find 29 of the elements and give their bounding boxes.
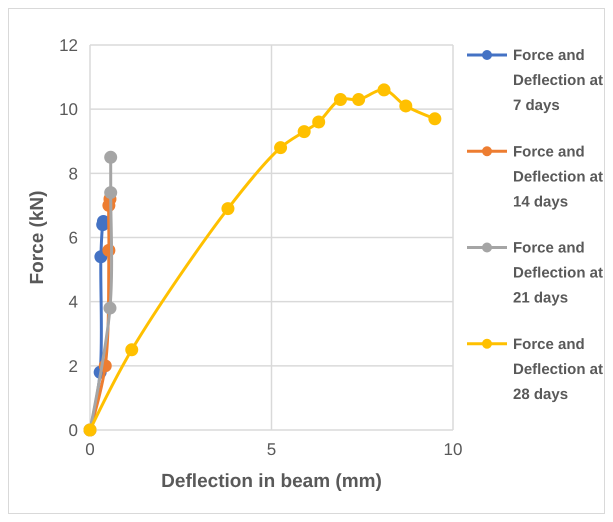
y-axis-title: Force (kN) xyxy=(27,190,48,284)
point xyxy=(312,116,326,128)
point xyxy=(298,125,311,138)
x-tick-label: 0 xyxy=(85,440,95,459)
legend-label: Force and Deflection at 7 days xyxy=(513,47,604,114)
x-tick-label: 10 xyxy=(444,440,462,459)
y-tick-label: 2 xyxy=(68,356,78,376)
y-tick-label: 6 xyxy=(68,228,78,248)
y-tick-label: 8 xyxy=(68,164,78,184)
legend-label: Force and Deflection at 28 days xyxy=(513,336,604,403)
point xyxy=(334,93,347,106)
point xyxy=(104,150,118,164)
point xyxy=(428,112,442,126)
legend-label: Force and Deflection at 14 days xyxy=(513,143,604,210)
point xyxy=(125,343,138,356)
point xyxy=(274,141,288,154)
point xyxy=(399,99,412,112)
legend-label: Force and Deflection at 21 days xyxy=(513,240,604,306)
point xyxy=(104,186,118,200)
y-tick-label: 10 xyxy=(59,100,78,120)
point xyxy=(221,202,234,216)
y-tick-label: 0 xyxy=(68,421,78,440)
point xyxy=(378,83,391,96)
x-tick-label: 5 xyxy=(266,440,276,459)
point xyxy=(103,302,116,315)
y-tick-label: 12 xyxy=(59,36,78,55)
y-tick-label: 4 xyxy=(68,292,78,312)
point xyxy=(352,93,366,106)
x-axis-title: Deflection in beam (mm) xyxy=(161,471,382,492)
